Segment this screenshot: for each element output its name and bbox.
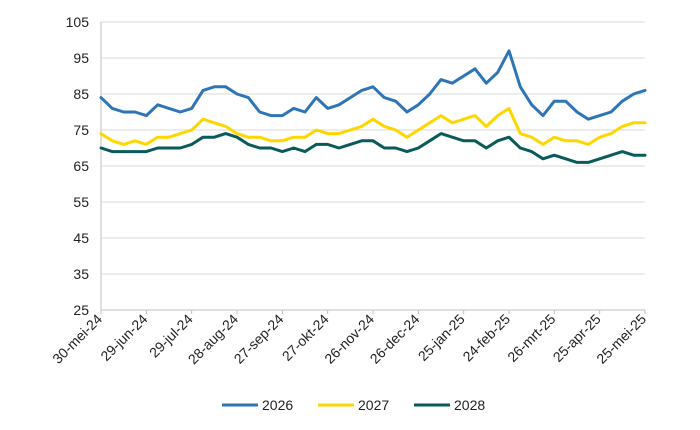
series-line-2026 bbox=[99, 49, 647, 121]
y-tick-label: 25 bbox=[73, 302, 89, 318]
x-tick-label: 25-mei-25 bbox=[593, 311, 649, 367]
y-tick-label: 65 bbox=[73, 158, 89, 174]
y-tick-label: 45 bbox=[73, 230, 89, 246]
y-tick-label: 85 bbox=[73, 86, 89, 102]
x-tick-label: 30-mei-24 bbox=[49, 311, 105, 367]
x-tick-label: 26-mrt-25 bbox=[504, 311, 558, 365]
x-tick-label: 27-sep-24 bbox=[231, 311, 287, 367]
series-line-2027 bbox=[99, 106, 647, 146]
legend-label-2026: 2026 bbox=[262, 397, 293, 413]
x-tick-label: 26-dec-24 bbox=[367, 311, 423, 367]
legend-label-2027: 2027 bbox=[358, 397, 389, 413]
x-tick-label: 25-jan-25 bbox=[415, 311, 468, 364]
y-tick-label: 95 bbox=[73, 50, 89, 66]
y-tick-label: 35 bbox=[73, 266, 89, 282]
x-tick-label: 24-feb-25 bbox=[459, 311, 513, 365]
legend-label-2028: 2028 bbox=[454, 397, 485, 413]
y-tick-label: 75 bbox=[73, 122, 89, 138]
x-tick-label: 29-jun-24 bbox=[97, 311, 150, 364]
x-axis-tick-labels: 30-mei-2429-jun-2429-jul-2428-aug-2427-s… bbox=[49, 310, 649, 367]
y-tick-label: 105 bbox=[66, 14, 90, 30]
y-axis-tick-labels: 25 35 45 55 65 75 85 95 105 bbox=[66, 14, 90, 318]
series-lines bbox=[99, 49, 647, 164]
legend: 2026 2027 2028 bbox=[222, 397, 485, 413]
series-line-2028 bbox=[99, 132, 647, 164]
y-tick-label: 55 bbox=[73, 194, 89, 210]
